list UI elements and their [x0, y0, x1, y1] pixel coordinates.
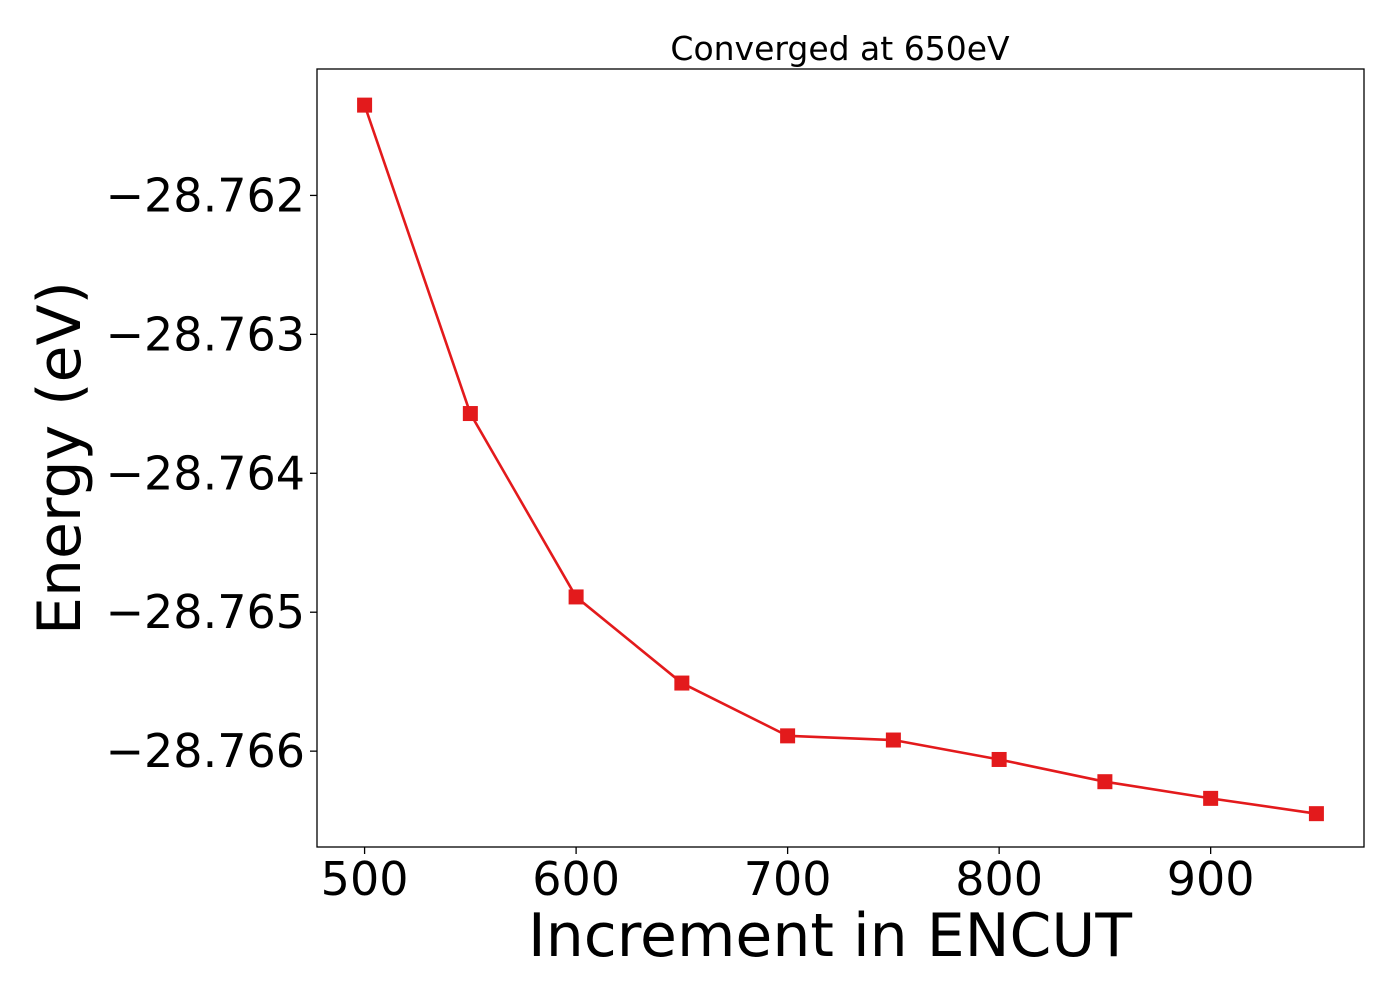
y-axis-label: Energy (eV) [25, 281, 95, 635]
data-point [885, 732, 901, 748]
y-tick-label: −28.766 [106, 724, 306, 778]
y-tick-label: −28.763 [106, 307, 306, 361]
data-point [674, 675, 690, 691]
x-axis: 500 600 700 800 900 [321, 847, 1255, 906]
x-axis-label: Increment in ENCUT [528, 901, 1132, 971]
data-point [568, 589, 584, 605]
y-axis: −28.762 −28.763 −28.764 −28.765 −28.766 [106, 168, 317, 778]
y-tick-label: −28.764 [106, 446, 306, 500]
data-point [991, 751, 1007, 767]
series-line [363, 104, 1317, 815]
data-point [780, 728, 796, 744]
x-tick-label: 900 [1167, 852, 1255, 906]
plot-area-frame [316, 68, 1365, 848]
x-tick-label: 800 [955, 852, 1043, 906]
data-point [1308, 806, 1324, 822]
x-tick-label: 600 [532, 852, 620, 906]
x-tick-label: 500 [321, 852, 409, 906]
chart-title: Converged at 650eV [670, 29, 1010, 68]
x-tick-label: 700 [744, 852, 832, 906]
data-point [1097, 774, 1113, 790]
y-tick-label: −28.765 [106, 585, 306, 639]
data-point [357, 97, 373, 113]
data-point [1203, 790, 1219, 806]
y-tick-label: −28.762 [106, 168, 306, 222]
series-layer [357, 97, 1324, 822]
data-point [462, 406, 478, 422]
